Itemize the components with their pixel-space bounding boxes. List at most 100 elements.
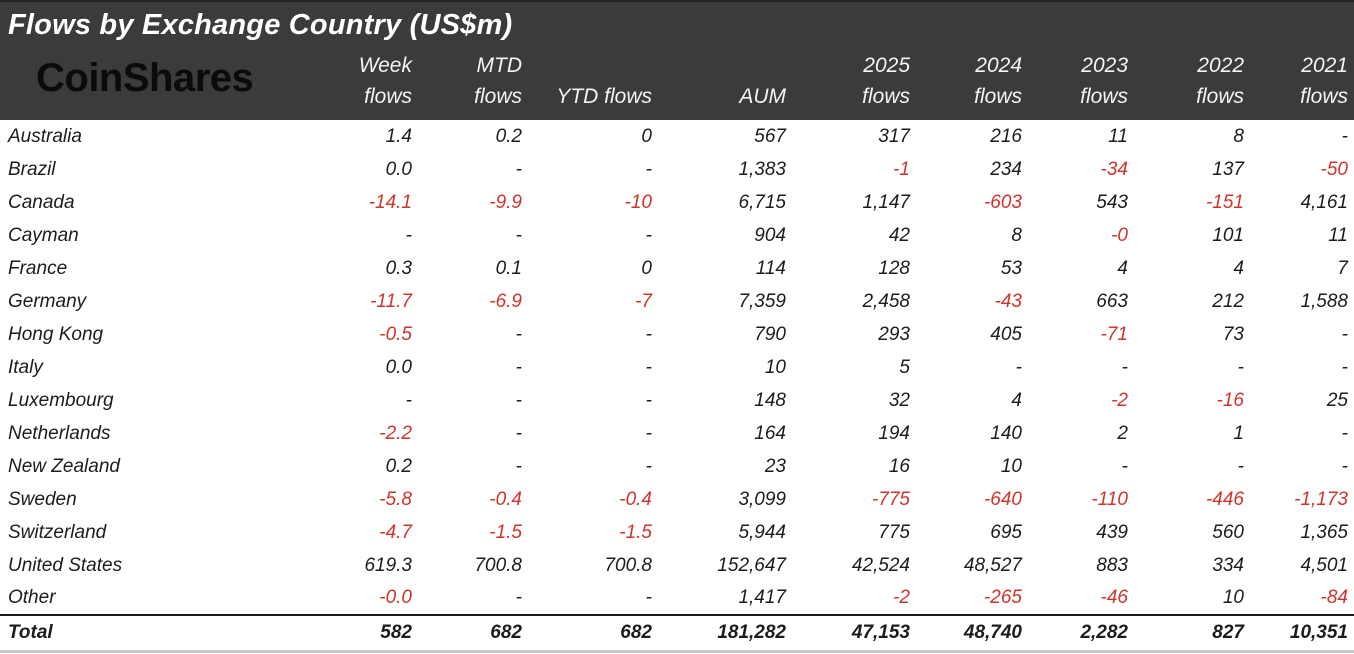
value-cell: 10 — [1000, 455, 1022, 477]
value-cell: 148 — [754, 389, 786, 411]
header-line2: AUM — [739, 85, 786, 108]
table-row: Hong Kong -0.5 - - 790 293 405 -71 73 - — [0, 318, 1354, 351]
value-cell: -34 — [1100, 158, 1128, 180]
value-cell: 10,351 — [1250, 614, 1354, 650]
value-cell: - — [645, 389, 652, 411]
value-cell: -775 — [871, 488, 910, 510]
column-header-week-flows: Week flows — [330, 48, 418, 120]
value-cell: -43 — [994, 290, 1022, 312]
value-cell: 3,099 — [738, 488, 786, 510]
row-label: Switzerland — [8, 521, 107, 543]
value-cell: - — [1341, 323, 1348, 345]
value-cell: 42,524 — [851, 554, 910, 576]
value-cell: 234 — [990, 158, 1022, 180]
value-cell: -0.5 — [379, 323, 412, 345]
value-cell: 0.2 — [385, 455, 412, 477]
column-header-aum: AUM — [658, 48, 792, 120]
header-line1: 2024 — [975, 54, 1022, 77]
value-cell: 1.4 — [385, 125, 412, 147]
value-cell: 73 — [1222, 323, 1244, 345]
value-cell: 663 — [1096, 290, 1128, 312]
coinshares-logo: CoinShares — [36, 56, 254, 100]
value-cell: 101 — [1212, 224, 1244, 246]
row-label: Italy — [8, 356, 43, 378]
value-cell: 4 — [1233, 257, 1244, 279]
value-cell: 48,527 — [963, 554, 1022, 576]
value-cell: - — [515, 587, 522, 608]
table-row: Australia 1.4 0.2 0 567 317 216 11 8 - — [0, 120, 1354, 153]
value-cell: - — [1341, 422, 1348, 444]
value-cell: - — [1237, 356, 1244, 378]
value-cell: -1.5 — [619, 521, 652, 543]
row-label: Germany — [8, 290, 87, 312]
value-cell: 560 — [1212, 521, 1244, 543]
value-cell: 1,147 — [862, 191, 910, 213]
table-body: Australia 1.4 0.2 0 567 317 216 11 8- Brazil 0.0- -… — [0, 120, 1354, 650]
value-cell: -640 — [983, 488, 1022, 510]
value-cell: 4 — [1117, 257, 1128, 279]
header-line2: flows — [1300, 85, 1348, 108]
row-label: Canada — [8, 191, 75, 213]
bottom-edge-strip — [0, 650, 1354, 653]
logo-cell: CoinShares — [0, 48, 330, 120]
value-cell: 439 — [1096, 521, 1128, 543]
value-cell: 334 — [1212, 554, 1244, 576]
value-cell: -7 — [635, 290, 652, 312]
value-cell: 317 — [878, 125, 910, 147]
value-cell: 1 — [1233, 422, 1244, 444]
value-cell: 7,359 — [738, 290, 786, 312]
value-cell: -71 — [1100, 323, 1128, 345]
value-cell: - — [515, 323, 522, 345]
value-cell: - — [1341, 125, 1348, 147]
header-line1: 2022 — [1197, 54, 1244, 77]
column-header-mtd-flows: MTD flows — [418, 48, 528, 120]
table-row: Other -0.0 - - 1,417 -2 -265 -46 10 -84 — [0, 582, 1354, 615]
header-line2: flows — [1196, 85, 1244, 108]
header-line2: YTD flows — [556, 85, 652, 108]
value-cell: 0.1 — [495, 257, 522, 279]
value-cell: -151 — [1205, 191, 1244, 213]
header-line2: flows — [474, 85, 522, 108]
value-cell: - — [645, 323, 652, 345]
value-cell: - — [515, 455, 522, 477]
header-line1: 2023 — [1081, 54, 1128, 77]
value-cell: 137 — [1212, 158, 1244, 180]
value-cell: -2 — [893, 587, 910, 608]
value-cell: -1,173 — [1294, 488, 1348, 510]
value-cell: - — [1121, 356, 1128, 378]
row-label: Brazil — [8, 158, 56, 180]
table-header: CoinShares Week flows MTD flows YTD flow… — [0, 48, 1354, 120]
table-row: Luxembourg - - - 148 32 4 -2 -16 25 — [0, 384, 1354, 417]
value-cell: -46 — [1100, 587, 1128, 608]
value-cell: 8 — [1233, 125, 1244, 147]
header-line1: MTD — [476, 54, 523, 77]
value-cell: 212 — [1212, 290, 1244, 312]
table-row: Brazil 0.0 - - 1,383 -1 234 -34 137 -50 — [0, 153, 1354, 186]
value-cell: 682 — [528, 614, 658, 650]
value-cell: 11 — [1108, 125, 1128, 147]
value-cell: 48,740 — [916, 614, 1028, 650]
row-label: France — [8, 257, 68, 279]
value-cell: 682 — [418, 614, 528, 650]
value-cell: - — [1341, 455, 1348, 477]
value-cell: 1,383 — [738, 158, 786, 180]
row-label: United States — [8, 554, 123, 576]
value-cell: - — [515, 224, 522, 246]
value-cell: -0.0 — [379, 587, 412, 608]
row-label: Sweden — [8, 488, 77, 510]
header-row: CoinShares Week flows MTD flows YTD flow… — [0, 48, 1354, 120]
value-cell: 1,588 — [1300, 290, 1348, 312]
value-cell: - — [645, 587, 652, 608]
page-title: Flows by Exchange Country (US$m) — [8, 9, 513, 41]
value-cell: 181,282 — [658, 614, 792, 650]
value-cell: 4,501 — [1300, 554, 1348, 576]
value-cell: 114 — [755, 257, 786, 279]
value-cell: 775 — [878, 521, 910, 543]
value-cell: -5.8 — [379, 488, 412, 510]
value-cell: 25 — [1326, 389, 1348, 411]
value-cell: -9.9 — [489, 191, 522, 213]
value-cell: 194 — [878, 422, 910, 444]
value-cell: -0.4 — [619, 488, 652, 510]
value-cell: 4 — [1011, 389, 1022, 411]
header-line2: flows — [862, 85, 910, 108]
